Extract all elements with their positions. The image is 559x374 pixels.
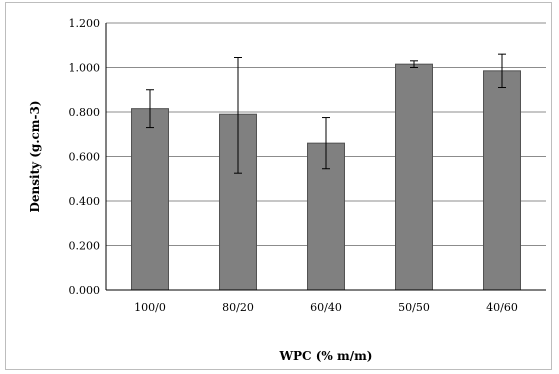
- y-tick-label: 0.400: [69, 195, 101, 208]
- y-axis-tick-labels: 0.000 0.200 0.400 0.600 0.800 1.000 1.200: [69, 17, 101, 297]
- bar: [131, 108, 169, 291]
- y-axis-title: Density (g.cm-3): [28, 100, 42, 212]
- x-tick-label: 80/20: [222, 301, 254, 314]
- error-bar: [410, 60, 418, 68]
- y-tick-label: 0.200: [69, 240, 101, 253]
- y-tick-label: 1.000: [69, 62, 101, 75]
- x-tick-label: 100/0: [134, 301, 166, 314]
- x-tick-label: 50/50: [398, 301, 430, 314]
- x-axis-title: WPC (% m/m): [279, 349, 373, 363]
- bar: [483, 70, 521, 291]
- bar: [395, 63, 433, 291]
- y-tick-label: 0.800: [69, 106, 101, 119]
- x-tick-label: 60/40: [310, 301, 342, 314]
- y-tick-label: 1.200: [69, 17, 101, 30]
- density-bar-chart: 0.000 0.200 0.400 0.600 0.800 1.000 1.200 100/…: [28, 17, 546, 363]
- bars: [131, 63, 521, 291]
- error-bars: [146, 53, 506, 174]
- y-tick-label: 0.000: [69, 284, 101, 297]
- x-axis-tick-labels: 100/0 80/20 60/40 50/50 40/60: [134, 301, 518, 314]
- error-bar: [234, 56, 242, 174]
- x-tick-label: 40/60: [486, 301, 518, 314]
- error-bar: [322, 117, 330, 170]
- error-bar: [498, 53, 506, 89]
- y-tick-label: 0.600: [69, 151, 101, 164]
- chart-frame: 0.000 0.200 0.400 0.600 0.800 1.000 1.200 100/…: [5, 2, 552, 370]
- error-bar: [146, 89, 154, 129]
